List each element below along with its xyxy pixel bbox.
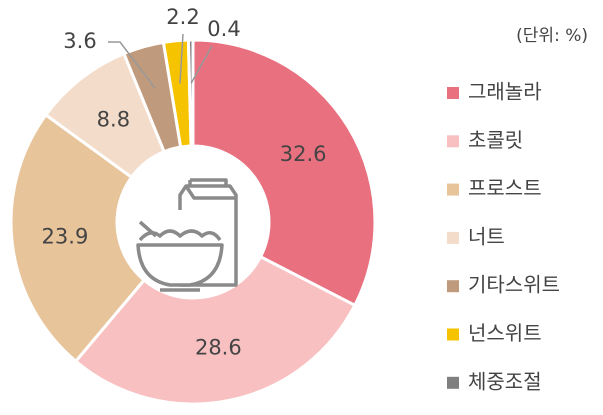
legend-label: 기타스위트 [468,273,560,297]
slice [73,254,357,406]
slices [9,38,377,406]
data-label: 32.6 [280,142,327,166]
slice [191,38,377,308]
leader-line [190,45,213,84]
legend-label: 너트 [468,224,505,248]
legend-label: 넌스위트 [468,321,542,345]
leader-line [108,41,156,89]
data-label: 8.8 [97,108,130,132]
data-label: 28.6 [195,335,242,359]
legend-label: 그래놀라 [468,80,542,104]
labels: 32.6 28.6 23.9 8.8 3.6 2.2 0.4 그래놀라초콜릿프로스트너트기타스… [42,5,560,393]
legend-swatch [447,231,459,244]
legend-swatch [447,376,459,389]
data-label: 2.2 [166,5,199,29]
legend-label: 프로스트 [468,176,542,200]
legend-swatch [447,280,459,293]
data-label: 0.4 [207,17,240,41]
data-label: 3.6 [63,29,96,53]
data-label: 23.9 [42,225,89,249]
legend-swatch [447,87,459,99]
legend-label: 초콜릿 [468,128,523,152]
legend-swatch [447,183,459,196]
slice [9,112,147,364]
legend-swatch [447,328,459,341]
center-icon [136,178,238,292]
legend-label: 체중조절 [468,369,542,393]
legend-swatch [447,135,459,148]
leader-line [179,33,184,84]
slice [186,38,195,148]
unit-label: (단위: %) [516,26,588,46]
